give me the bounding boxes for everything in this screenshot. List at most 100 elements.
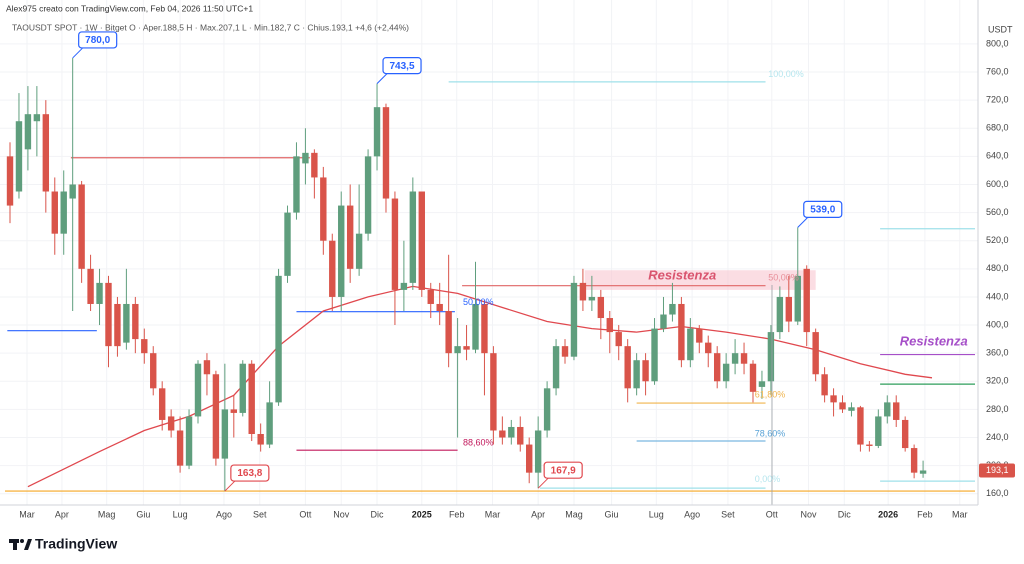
candle-body: [212, 374, 220, 459]
candle-body: [400, 282, 408, 290]
x-tick-label: Mag: [98, 509, 116, 519]
candle-body: [463, 346, 470, 350]
x-tick-label: Giu: [605, 509, 619, 519]
candle-body: [534, 430, 542, 473]
candle-body: [373, 107, 381, 157]
x-tick-label: Dic: [838, 509, 851, 519]
candle-body: [311, 152, 318, 178]
candle-body: [409, 191, 417, 283]
candle-body: [767, 332, 775, 382]
candle-body: [758, 381, 766, 387]
candle-body: [884, 402, 891, 417]
callout-label: 163,8: [237, 468, 262, 479]
candle-body: [364, 156, 372, 234]
y-unit: USDT: [988, 24, 1013, 34]
candle-body: [749, 363, 757, 392]
resistance-zone: [584, 270, 816, 290]
y-tick-label: 160,0: [986, 488, 1009, 498]
y-tick-label: 720,0: [986, 95, 1009, 105]
candle-body: [517, 426, 524, 445]
candle-body: [6, 156, 14, 206]
x-tick-label: 2026: [878, 509, 898, 519]
candle-body: [821, 374, 828, 396]
y-tick-label: 600,0: [986, 179, 1009, 189]
callout-label: 539,0: [810, 204, 835, 215]
candle-body: [857, 407, 864, 445]
x-tick-label: Nov: [333, 509, 350, 519]
x-tick-label: Apr: [531, 509, 545, 519]
x-tick-label: Mag: [565, 509, 583, 519]
candle-body: [454, 346, 461, 354]
y-tick-label: 640,0: [986, 151, 1009, 161]
credit: Alex975 creato con TradingView.com, Feb …: [6, 3, 253, 13]
x-tick-label: Feb: [917, 509, 933, 519]
candle-body: [248, 363, 255, 435]
candle-body: [579, 282, 587, 301]
callout-label: 780,0: [85, 35, 110, 46]
chart-title: TAOUSDT SPOT · 1W · Bitget O · Aper.188,…: [12, 22, 409, 32]
candle-body: [624, 346, 631, 389]
candle-body: [803, 268, 810, 333]
candle-body: [105, 282, 112, 347]
candle-body: [910, 448, 918, 473]
candle-body: [257, 434, 264, 445]
annotation: Resistenza: [648, 267, 716, 282]
candle-body: [141, 339, 148, 354]
callout-box: [803, 200, 843, 218]
candle-body: [436, 303, 443, 311]
callout-pointer: [537, 477, 549, 489]
candle-body: [382, 107, 390, 199]
y-tick-label: 400,0: [986, 319, 1009, 329]
x-tick-label: Mar: [485, 509, 501, 519]
candle-body: [472, 303, 479, 350]
candle-body: [588, 296, 596, 301]
annotation: Resistenza: [900, 333, 968, 348]
y-tick-label: 280,0: [986, 404, 1009, 414]
y-tick-label: 440,0: [986, 291, 1009, 301]
y-tick-label: 520,0: [986, 235, 1009, 245]
candle-body: [167, 416, 175, 431]
candle-body: [839, 402, 846, 410]
candle-body: [812, 332, 819, 375]
candle-body: [633, 360, 640, 389]
candle-body: [776, 296, 784, 333]
candle-body: [78, 184, 85, 269]
candle-body: [123, 303, 130, 343]
callout-label: 743,5: [390, 61, 415, 72]
candle-body: [221, 409, 229, 459]
candle-body: [114, 303, 121, 347]
x-tick-label: Feb: [449, 509, 465, 519]
annotation: 78,60%: [755, 428, 786, 438]
annotation: 100,00%: [768, 69, 804, 79]
x-tick-label: Ago: [684, 509, 700, 519]
candle-body: [132, 303, 139, 340]
candle-body: [338, 205, 345, 297]
y-tick-label: 480,0: [986, 263, 1009, 273]
candle-body: [346, 205, 354, 269]
candle-body: [606, 318, 613, 333]
candle-body: [15, 121, 23, 192]
candle-body: [194, 363, 202, 417]
candle-body: [740, 353, 748, 364]
x-tick-label: Mar: [19, 509, 35, 519]
y-tick-label: 360,0: [986, 348, 1009, 358]
candle-body: [33, 114, 41, 122]
candle-body: [526, 444, 533, 473]
x-tick-label: Apr: [55, 509, 69, 519]
candle-body: [69, 184, 76, 199]
callout-pointer: [797, 217, 809, 228]
callout-box: [382, 57, 422, 75]
candle-body: [552, 346, 560, 389]
x-tick-label: Ott: [299, 509, 312, 519]
callout-pointer: [224, 480, 236, 492]
x-tick-label: Giu: [136, 509, 150, 519]
candle-body: [687, 328, 694, 361]
candle-body: [24, 114, 32, 150]
y-tick-label: 760,0: [986, 66, 1009, 76]
candle-body: [302, 152, 309, 164]
y-tick-label: 560,0: [986, 207, 1009, 217]
candle-body: [176, 430, 184, 466]
candle-body: [875, 416, 882, 446]
candle-body: [651, 328, 658, 382]
